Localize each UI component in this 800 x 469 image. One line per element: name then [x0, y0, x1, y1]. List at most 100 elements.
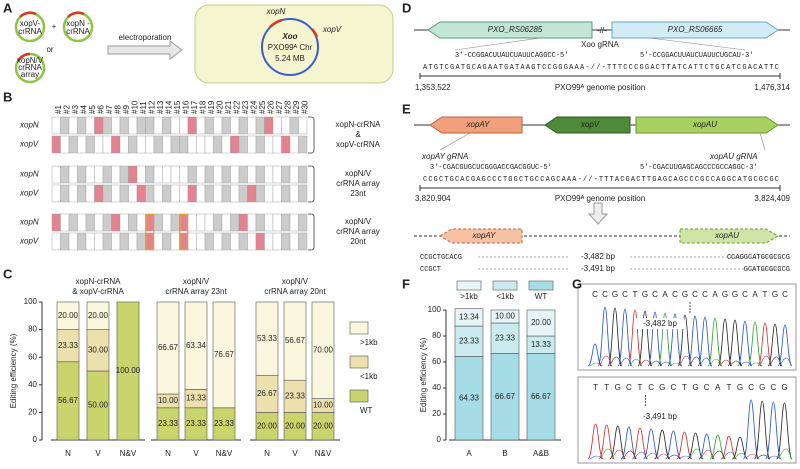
- legend-swatch: [349, 355, 369, 369]
- cell: [187, 184, 197, 203]
- group-bracket: [308, 213, 315, 251]
- cell: [85, 116, 95, 135]
- cell: [119, 213, 129, 232]
- peak: [757, 322, 773, 367]
- legend-swatch: [349, 321, 369, 335]
- base-call: A: [715, 383, 721, 392]
- cell: [281, 116, 291, 135]
- cell: [213, 232, 223, 251]
- cell: [60, 135, 70, 154]
- position: 3,824,409: [754, 194, 790, 203]
- cell: [264, 116, 274, 135]
- cell: [298, 213, 308, 232]
- bar-segment: [454, 325, 484, 357]
- bar-segment: [454, 356, 484, 441]
- value-label: 30.00: [88, 345, 109, 354]
- cell: [145, 116, 155, 135]
- base-call: C: [742, 290, 748, 299]
- peak: [676, 431, 693, 460]
- base-call: G: [722, 290, 728, 299]
- cell: [102, 116, 112, 135]
- base-call: G: [642, 290, 648, 299]
- cell: [272, 232, 282, 251]
- column-label: #12: [147, 100, 156, 114]
- cell: [102, 165, 112, 184]
- column-label: #25: [258, 100, 267, 114]
- cell: [255, 165, 265, 184]
- base-call: T: [763, 290, 768, 299]
- cell: [128, 184, 138, 203]
- plasmid-insert: [19, 11, 37, 18]
- cell: [204, 135, 214, 154]
- cell: [68, 232, 78, 251]
- cell: [94, 184, 104, 203]
- cell: [221, 165, 231, 184]
- value-label: 23.33: [58, 341, 79, 350]
- cell: [196, 184, 206, 203]
- cell: [145, 213, 155, 232]
- deletion-size: -3,491 bp: [581, 264, 615, 273]
- peak: [776, 402, 793, 460]
- peak: [667, 454, 681, 460]
- peak: [709, 358, 722, 367]
- peak: [687, 432, 704, 460]
- cell: [179, 232, 189, 251]
- peak: [717, 318, 733, 367]
- base-call: G: [692, 383, 698, 392]
- plasmid-label: crRNA: [18, 27, 42, 36]
- plasmid-label: xopV-: [20, 19, 41, 28]
- bar-segment: [86, 301, 110, 330]
- cell: [187, 213, 197, 232]
- x-tick-label: A&B: [533, 449, 549, 458]
- y-tick-label: 40: [432, 383, 441, 392]
- y-tick-label: 100: [428, 305, 442, 314]
- value-label: 26.67: [257, 389, 278, 398]
- value-label: 10.00: [495, 312, 516, 321]
- cell: [298, 184, 308, 203]
- cell: [204, 232, 214, 251]
- or: or: [46, 45, 53, 54]
- y-axis-label: Editing efficiency (%): [9, 333, 18, 408]
- position: 1,353,522: [415, 83, 451, 92]
- value-label: 23.33: [158, 419, 179, 428]
- cell: [136, 165, 146, 184]
- peak: [609, 425, 626, 460]
- cell: [128, 165, 138, 184]
- gene-label: xopAY: [472, 231, 497, 240]
- highlight: [179, 213, 189, 251]
- cell: [128, 213, 138, 232]
- position: 3,820,904: [415, 194, 451, 203]
- grna-sequence: 5′-CCGGACUUAUCUAUUCUGCAU-3′: [640, 52, 753, 60]
- cell: [68, 184, 78, 203]
- base-call: C: [652, 290, 658, 299]
- peak: [734, 452, 747, 460]
- peak: [645, 452, 659, 460]
- value-label: 66.67: [531, 392, 552, 401]
- cell: [230, 116, 240, 135]
- plasmid-label: xopN -: [66, 19, 90, 28]
- cell: [179, 213, 189, 232]
- grna-label: xopAY gRNA: [421, 152, 468, 161]
- cell: [255, 135, 265, 154]
- cell: [247, 116, 257, 135]
- row-label: xopV: [19, 189, 39, 198]
- cell: [68, 135, 78, 154]
- value-label: 13.33: [186, 394, 207, 403]
- cell: [255, 213, 265, 232]
- cell: [238, 135, 248, 154]
- cell: [255, 116, 265, 135]
- base-call: C: [602, 290, 608, 299]
- value-label: 64.33: [459, 393, 480, 402]
- base-call: G: [737, 383, 743, 392]
- value-label: 23.33: [285, 391, 306, 400]
- cell: [221, 116, 231, 135]
- cell: [136, 213, 146, 232]
- cell: [128, 135, 138, 154]
- y-tick-label: 20: [28, 408, 37, 417]
- cell: [281, 165, 291, 184]
- cell: [213, 135, 223, 154]
- cell: [60, 213, 70, 232]
- peak: [727, 319, 743, 367]
- value-label: 10.00: [158, 396, 179, 405]
- cell: [272, 184, 282, 203]
